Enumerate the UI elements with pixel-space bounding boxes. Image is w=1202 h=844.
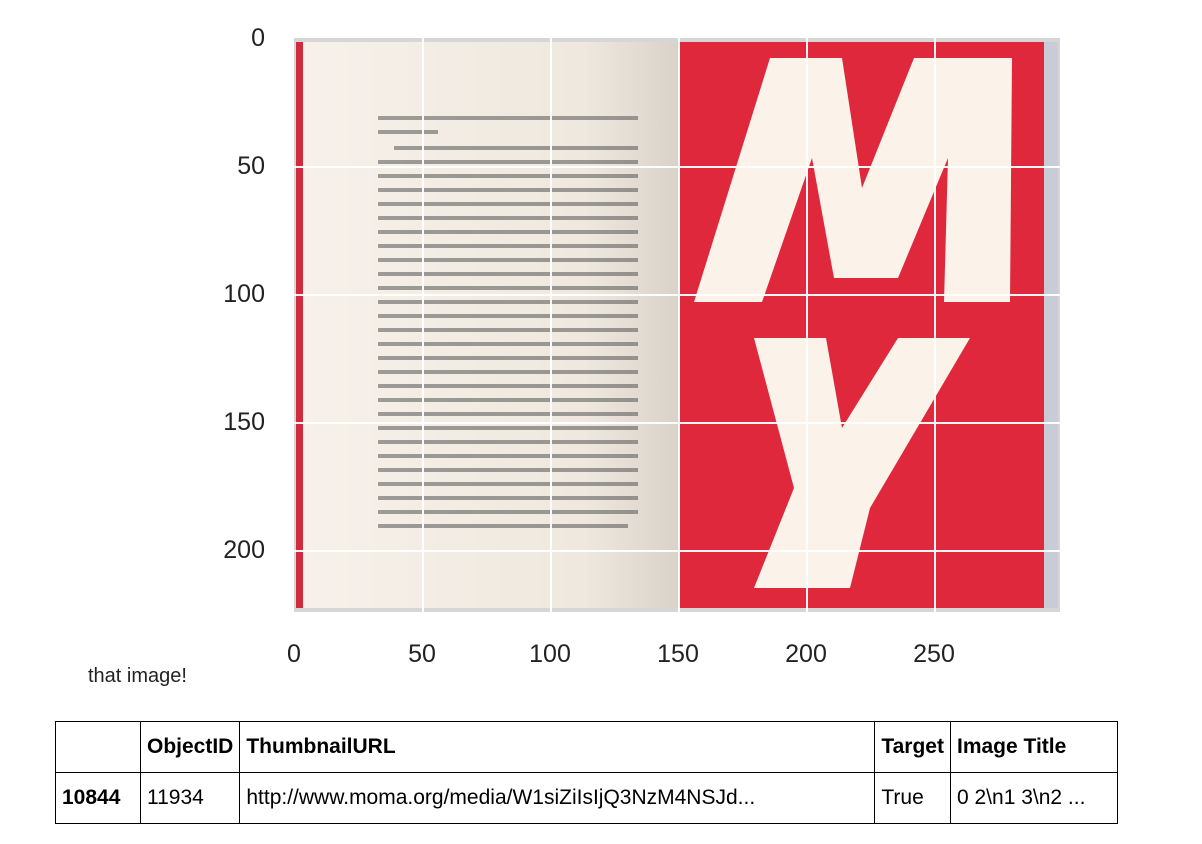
y-tick: 50 — [237, 152, 265, 180]
column-header-objectid: ObjectID — [139, 721, 241, 773]
x-tick: 100 — [529, 640, 571, 668]
table-header-row: ObjectID ThumbnailURL Target Image Title — [55, 721, 1118, 773]
book-illustration — [294, 38, 1060, 612]
left-page-edge — [296, 42, 303, 608]
column-header-image-title: Image Title — [949, 721, 1118, 773]
grid-line-h — [294, 294, 1060, 296]
column-header-target: Target — [874, 721, 951, 773]
dataframe-table: ObjectID ThumbnailURL Target Image Title… — [55, 721, 1118, 824]
letter-y — [754, 338, 970, 588]
row-index: 10844 — [55, 772, 141, 824]
column-header-index — [55, 721, 141, 773]
y-tick: 0 — [251, 24, 265, 52]
letter-m — [694, 58, 1012, 302]
x-tick: 250 — [913, 640, 955, 668]
cell-objectid: 11934 — [139, 772, 241, 824]
grid-line-v — [806, 38, 808, 612]
grid-line-v — [550, 38, 552, 612]
grid-line-h — [294, 166, 1060, 168]
cell-target: True — [874, 772, 951, 824]
book-image — [294, 38, 1060, 612]
table-row: 10844 11934 http://www.moma.org/media/W1… — [55, 772, 1118, 824]
cell-image-title: 0 2\n1 3\n2 ... — [949, 772, 1118, 824]
grid-line-h — [294, 422, 1060, 424]
x-tick: 150 — [657, 640, 699, 668]
x-tick: 50 — [408, 640, 436, 668]
x-tick: 200 — [785, 640, 827, 668]
grid-line-v — [678, 38, 680, 612]
grid-line-h — [294, 550, 1060, 552]
x-tick: 0 — [287, 640, 301, 668]
column-header-thumbnailurl: ThumbnailURL — [239, 721, 876, 773]
y-tick: 100 — [223, 280, 265, 308]
grid-line-v — [934, 38, 936, 612]
left-page — [296, 42, 680, 608]
right-page-edge — [1044, 42, 1058, 608]
page-text — [378, 116, 638, 528]
output-note: that image! — [88, 665, 187, 687]
cell-thumbnailurl: http://www.moma.org/media/W1siZiIsIjQ3Nz… — [239, 772, 876, 824]
y-tick: 200 — [223, 536, 265, 564]
grid-line-v — [422, 38, 424, 612]
y-tick: 150 — [223, 408, 265, 436]
